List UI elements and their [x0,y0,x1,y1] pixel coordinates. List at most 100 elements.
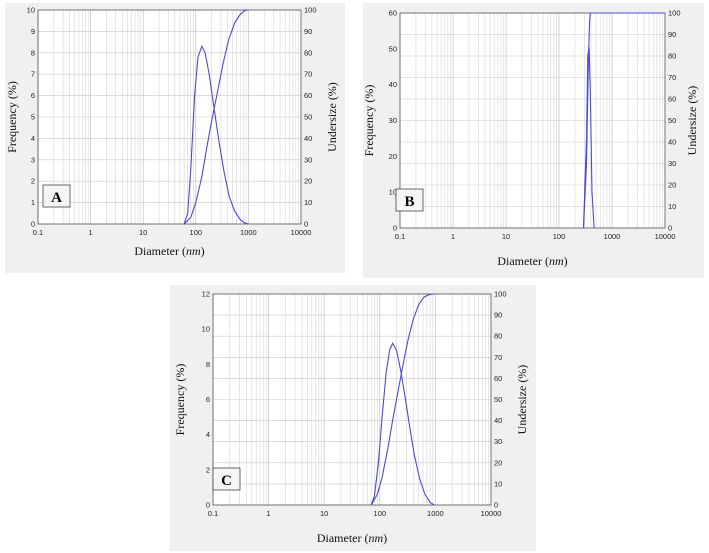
y-left-tick-label: 20 [389,152,397,161]
x-axis-label: Diameter (nm) [134,244,204,258]
y-right-axis-label: Undersize (%) [515,365,529,435]
chart-panel-b: 0.1 1 10 100 1000 10000 0 10 20 30 40 50 60 0 10 20 30 40… [362,3,704,278]
y-right-axis-label: Undersize (%) [325,82,339,152]
x-tick-label: 10 [320,509,328,518]
x-tick-label: 0.1 [208,509,218,518]
chart-svg-a: 0.1 1 10 100 1000 100000123456789100102030405… [5,6,339,259]
y-left-axis-label: Frequency (%) [173,364,187,436]
y-left-tick-label: 1 [31,198,35,207]
y-left-tick-label: 2 [206,465,210,474]
x-tick-label: 1000 [604,232,621,241]
y-left-axis-label: Frequency (%) [5,81,19,153]
x-tick-label: 10 [502,232,510,241]
x-tick-label: 10000 [291,228,312,237]
y-left-tick-label: 6 [206,395,210,404]
y-right-tick-label: 50 [304,113,312,122]
panel-label: C [221,473,232,489]
y-left-tick-label: 4 [206,430,210,439]
y-right-tick-label: 100 [494,290,507,299]
x-tick-label: 1 [89,228,93,237]
x-tick-label: 100 [190,228,203,237]
y-right-tick-label: 80 [668,52,676,61]
x-axis-label: Diameter (nm) [497,254,567,268]
panel-label: B [404,194,414,210]
y-right-tick-label: 20 [304,177,312,186]
y-left-tick-label: 30 [389,116,397,125]
x-tick-label: 1000 [240,228,257,237]
y-right-tick-label: 90 [304,27,312,36]
y-left-tick-label: 9 [31,27,35,36]
y-right-tick-label: 60 [304,91,312,100]
undersize-curve [183,9,249,225]
y-right-tick-label: 30 [668,159,676,168]
y-left-tick-label: 50 [389,44,397,53]
undersize-curve [582,12,665,229]
y-right-tick-label: 90 [494,311,502,320]
y-right-tick-label: 80 [494,332,502,341]
x-tick-label: 10000 [655,232,676,241]
y-right-tick-label: 40 [304,134,312,143]
y-right-tick-label: 40 [668,138,676,147]
y-right-tick-label: 40 [494,416,502,425]
y-left-tick-label: 10 [27,6,35,15]
y-left-tick-label: 6 [31,91,35,100]
y-right-tick-label: 90 [668,30,676,39]
y-right-tick-label: 10 [494,479,502,488]
y-left-tick-label: 60 [389,9,397,18]
x-tick-label: 0.1 [395,232,405,241]
y-right-tick-label: 0 [304,220,308,229]
y-right-tick-label: 70 [494,353,502,362]
chart-panel-a: 0.1 1 10 100 1000 10000 0 1 2 3 4 5 6 7 8 9 10 0 10 20 30 40 5… [5,3,345,273]
y-left-tick-label: 0 [393,224,397,233]
y-left-tick-label: 4 [31,134,35,143]
y-right-tick-label: 100 [304,6,317,15]
y-right-tick-label: 50 [494,395,502,404]
y-right-tick-label: 60 [494,374,502,383]
y-left-tick-label: 0 [31,220,35,229]
y-right-tick-label: 100 [668,9,681,18]
x-tick-label: 1 [267,509,271,518]
y-left-tick-label: 10 [202,325,210,334]
panel-label-box [395,188,424,212]
y-left-tick-label: 8 [31,48,35,57]
x-tick-label: 100 [553,232,566,241]
y-left-tick-label: 8 [206,360,210,369]
y-left-axis-label: Frequency (%) [362,85,376,157]
chart-panel-c: 0.1 1 10 100 1000 10000 0 2 4 6 8 10 12 0 10 20 30 40 50 60… [170,285,536,551]
y-right-tick-label: 70 [304,70,312,79]
y-right-tick-label: 50 [668,116,676,125]
y-left-tick-label: 12 [202,290,210,299]
y-left-tick-label: 0 [206,501,210,510]
panel-label: A [51,190,62,206]
y-right-tick-label: 0 [494,501,498,510]
panel-label-box [42,184,71,208]
x-tick-label: 10000 [481,509,502,518]
y-right-tick-label: 30 [494,437,502,446]
y-right-axis-label: Undersize (%) [685,86,699,156]
x-tick-label: 1000 [427,509,444,518]
y-right-tick-label: 60 [668,95,676,104]
y-right-tick-label: 10 [668,202,676,211]
plot-frame [37,9,302,225]
x-tick-label: 100 [374,509,387,518]
undersize-curve [370,293,436,506]
x-axis-label: Diameter (nm) [317,531,387,545]
y-right-tick-label: 70 [668,73,676,82]
y-left-tick-label: 40 [389,80,397,89]
y-right-tick-label: 20 [668,181,676,190]
y-left-tick-label: 10 [389,188,397,197]
chart-svg-c: 0.1 1 10 100 1000 100000246810120102030405060… [173,290,529,546]
frequency-curve [370,341,435,506]
y-right-tick-label: 30 [304,155,312,164]
y-right-tick-label: 10 [304,198,312,207]
chart-svg-b: 0.1 1 10 100 1000 100000102030405060010203040… [362,9,699,269]
y-right-tick-label: 0 [668,224,672,233]
y-left-tick-label: 7 [31,70,35,79]
y-right-tick-label: 20 [494,458,502,467]
panel-label-box [212,467,241,491]
frequency-curve [183,45,249,225]
y-right-tick-label: 80 [304,48,312,57]
plot-frame [212,293,492,506]
x-tick-label: 10 [139,228,147,237]
x-tick-label: 1 [451,232,455,241]
